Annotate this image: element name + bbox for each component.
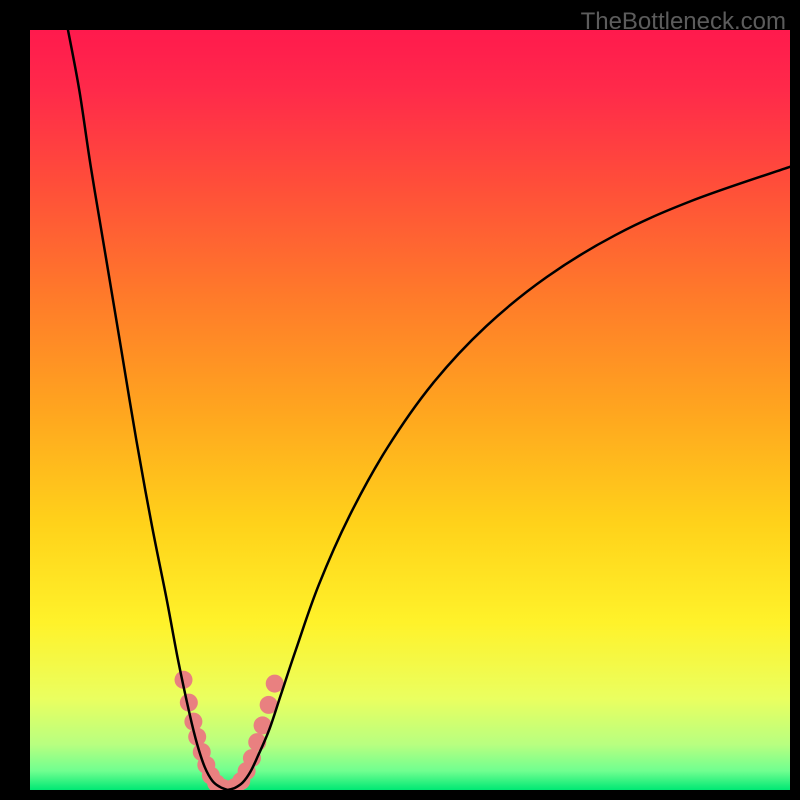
figure-root: TheBottleneck.com (0, 0, 800, 800)
data-marker (266, 675, 284, 693)
curve-left-branch (68, 30, 228, 790)
watermark-text: TheBottleneck.com (581, 8, 786, 36)
curve-right-branch (228, 167, 790, 790)
curve-layer (0, 0, 800, 800)
